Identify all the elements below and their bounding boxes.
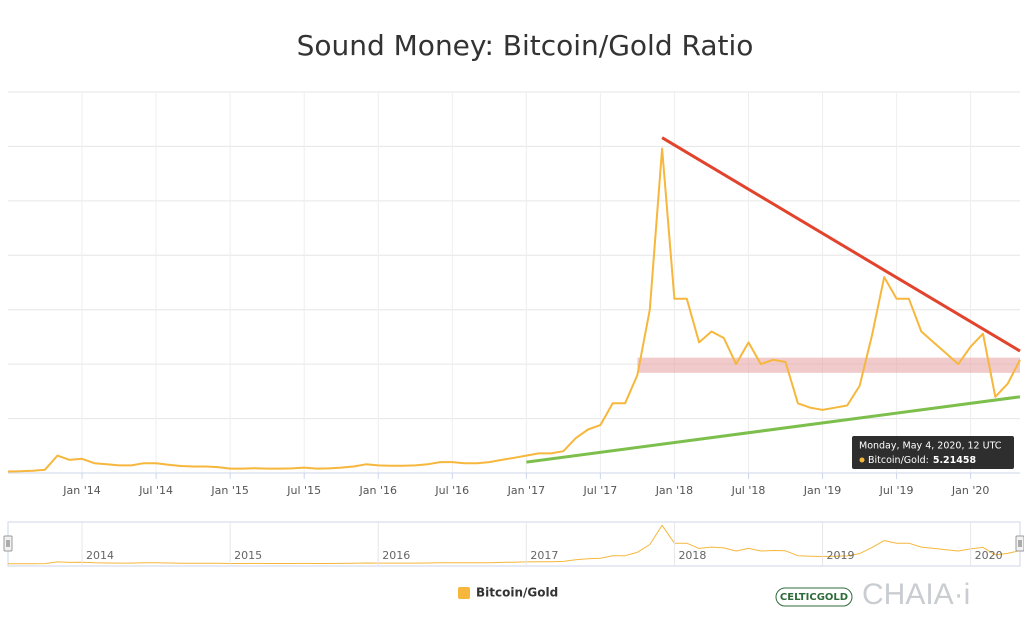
navigator-handle — [3, 535, 13, 552]
tooltip-title: Monday, May 4, 2020, 12 UTC — [859, 441, 1002, 452]
navigator-handle — [1015, 535, 1024, 552]
navigator-label: 2014 — [86, 549, 114, 562]
x-tick-label: Jan '18 — [655, 484, 693, 497]
x-tick-label: Jul '17 — [582, 484, 617, 497]
x-tick-label: Jul '18 — [731, 484, 766, 497]
brand-logo: CHAIA·i — [862, 578, 970, 611]
navigator-label: 2016 — [382, 549, 410, 562]
navigator-label: 2020 — [975, 549, 1003, 562]
navigator-line — [8, 524, 1021, 565]
brand-badge — [775, 587, 853, 607]
navigator-label: 2018 — [678, 549, 706, 562]
legend-symbol — [458, 587, 470, 599]
navigator-label: 2017 — [530, 549, 558, 562]
x-tick-label: Jul '19 — [879, 484, 914, 497]
tooltip-line: Bitcoin/Gold: 5.21458 — [868, 455, 976, 466]
tooltip-marker — [859, 457, 865, 463]
trend-line — [526, 395, 1021, 464]
x-tick-label: Jan '19 — [803, 484, 841, 497]
tooltip-label: Bitcoin/Gold: — [868, 455, 929, 466]
series-line — [7, 147, 1021, 473]
navigator-label: 2019 — [827, 549, 855, 562]
trend-line — [661, 136, 1021, 353]
tooltip-value: 5.21458 — [933, 455, 977, 466]
x-tick-label: Jan '20 — [951, 484, 989, 497]
tooltip: Monday, May 4, 2020, 12 UTC Bitcoin/Gold:… — [852, 436, 1014, 469]
x-tick-label: Jul '14 — [138, 484, 173, 497]
support-band — [637, 357, 1020, 373]
x-tick-label: Jan '14 — [62, 484, 100, 497]
brand-logo: CELTICGOLD — [780, 592, 848, 603]
x-tick-label: Jan '17 — [507, 484, 545, 497]
x-tick-label: Jul '16 — [434, 484, 469, 497]
x-tick-label: Jul '15 — [286, 484, 321, 497]
navigator-label: 2015 — [234, 549, 262, 562]
legend-label: Bitcoin/Gold — [476, 586, 558, 600]
navigator-frame — [7, 521, 1021, 567]
x-tick-label: Jan '15 — [210, 484, 248, 497]
chart-title: Sound Money: Bitcoin/Gold Ratio — [297, 29, 754, 62]
x-tick-label: Jan '16 — [359, 484, 397, 497]
tooltip-box — [852, 436, 1014, 469]
